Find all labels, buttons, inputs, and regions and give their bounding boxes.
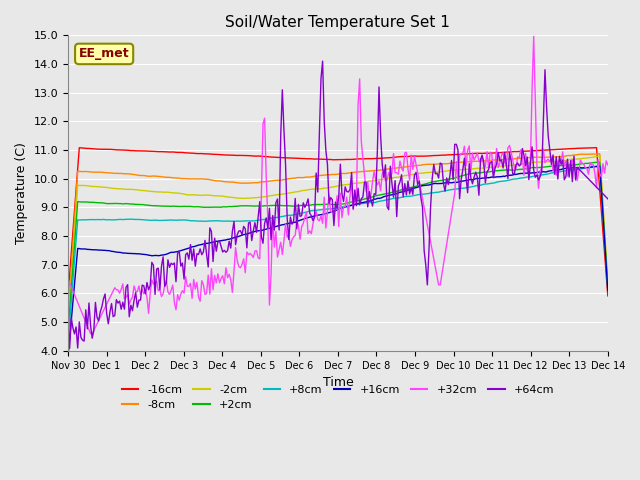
Title: Soil/Water Temperature Set 1: Soil/Water Temperature Set 1 — [225, 15, 451, 30]
-16cm — [64, 293, 72, 299]
+8cm — [184, 217, 191, 223]
+64cm — [66, 346, 74, 351]
-8cm — [367, 168, 375, 174]
+8cm — [596, 163, 604, 168]
X-axis label: Time: Time — [323, 376, 353, 389]
-2cm — [184, 192, 191, 198]
+16cm — [184, 246, 191, 252]
-8cm — [595, 151, 602, 156]
-8cm — [64, 315, 72, 321]
Line: +8cm: +8cm — [68, 166, 608, 343]
+64cm — [227, 245, 235, 251]
+16cm — [225, 236, 233, 242]
+32cm — [514, 154, 522, 160]
-16cm — [512, 149, 520, 155]
+16cm — [64, 354, 72, 360]
+32cm — [64, 276, 72, 282]
-8cm — [184, 176, 191, 182]
+64cm — [319, 58, 326, 64]
-2cm — [604, 282, 612, 288]
+32cm — [70, 292, 78, 298]
-8cm — [70, 217, 78, 223]
-2cm — [225, 194, 233, 200]
Line: -8cm: -8cm — [68, 154, 608, 318]
+64cm — [64, 323, 72, 329]
+64cm — [515, 163, 523, 169]
+8cm — [367, 200, 375, 205]
-8cm — [506, 156, 513, 162]
+64cm — [371, 191, 378, 197]
-16cm — [70, 208, 78, 214]
+32cm — [369, 179, 376, 184]
-16cm — [225, 152, 233, 158]
-8cm — [225, 179, 233, 185]
-2cm — [64, 323, 72, 328]
+8cm — [70, 258, 78, 264]
-2cm — [596, 153, 604, 159]
+32cm — [185, 283, 193, 289]
+64cm — [604, 196, 612, 202]
+2cm — [225, 204, 233, 209]
+64cm — [509, 171, 516, 177]
+32cm — [87, 331, 95, 336]
+8cm — [64, 340, 72, 346]
+32cm — [530, 34, 538, 39]
+2cm — [604, 286, 612, 291]
+8cm — [506, 177, 513, 183]
+2cm — [596, 159, 604, 165]
-16cm — [184, 150, 191, 156]
-8cm — [604, 281, 612, 287]
-16cm — [593, 145, 600, 151]
+16cm — [512, 171, 520, 177]
Legend: -16cm, -8cm, -2cm, +2cm, +8cm, +16cm, +32cm, +64cm: -16cm, -8cm, -2cm, +2cm, +8cm, +16cm, +3… — [117, 380, 559, 415]
+8cm — [225, 218, 233, 224]
+2cm — [367, 194, 375, 200]
+32cm — [227, 277, 235, 283]
+32cm — [508, 149, 515, 155]
Line: +32cm: +32cm — [68, 36, 608, 334]
+64cm — [72, 324, 80, 330]
Text: EE_met: EE_met — [79, 48, 129, 60]
-2cm — [70, 229, 78, 235]
-2cm — [512, 162, 520, 168]
Line: +64cm: +64cm — [68, 61, 608, 348]
+16cm — [70, 282, 78, 288]
+2cm — [64, 331, 72, 336]
Line: +2cm: +2cm — [68, 162, 608, 334]
-16cm — [506, 149, 513, 155]
-8cm — [512, 156, 520, 161]
Y-axis label: Temperature (C): Temperature (C) — [15, 142, 28, 244]
+2cm — [506, 167, 513, 173]
+8cm — [512, 176, 520, 182]
+32cm — [604, 162, 612, 168]
-16cm — [604, 293, 612, 299]
+16cm — [367, 198, 375, 204]
+2cm — [512, 167, 520, 173]
Line: -2cm: -2cm — [68, 156, 608, 325]
+16cm — [596, 163, 604, 169]
Line: +16cm: +16cm — [68, 166, 608, 357]
+16cm — [604, 288, 612, 293]
+64cm — [185, 256, 193, 262]
+16cm — [506, 172, 513, 178]
+2cm — [184, 204, 191, 209]
Line: -16cm: -16cm — [68, 148, 608, 296]
+8cm — [604, 287, 612, 293]
-2cm — [506, 163, 513, 168]
+2cm — [70, 243, 78, 249]
-2cm — [367, 178, 375, 184]
-16cm — [367, 156, 375, 162]
